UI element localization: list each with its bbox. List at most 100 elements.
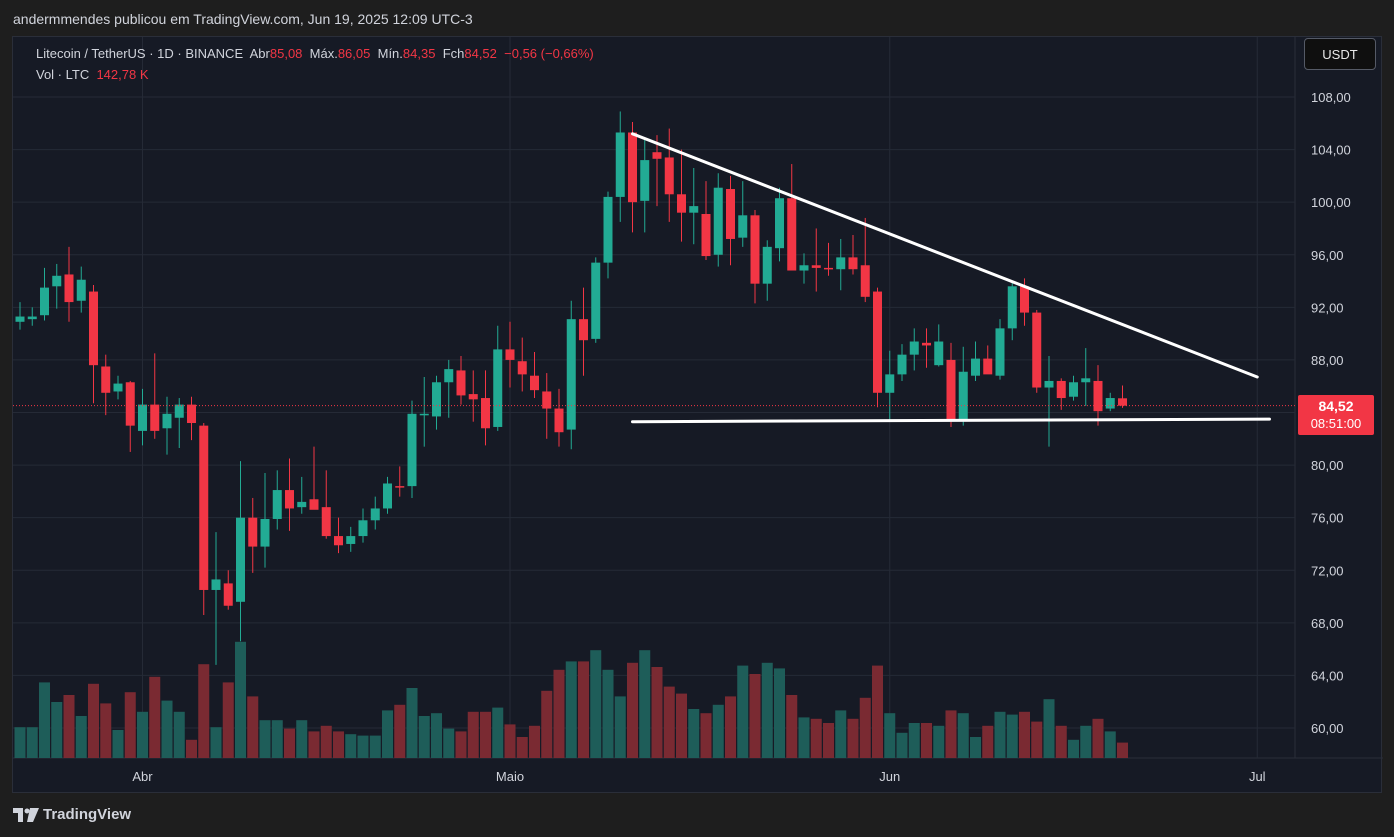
candle-body: [628, 132, 637, 203]
y-tick-label: 72,00: [1311, 563, 1344, 578]
volume-bar: [590, 650, 602, 758]
candle-body: [1069, 382, 1078, 397]
volume-bar: [100, 703, 112, 758]
volume-bar: [921, 723, 932, 758]
tradingview-logo[interactable]: TradingView: [13, 806, 131, 823]
candle-body: [848, 257, 858, 270]
volume-bar: [284, 728, 295, 758]
volume-bar: [259, 720, 271, 758]
x-tick-label: Jun: [879, 769, 900, 784]
y-tick-label: 108,00: [1311, 90, 1351, 105]
candle-body: [579, 319, 588, 341]
chart-panel[interactable]: 108,00104,00100,0096,0092,0088,0084,0080…: [12, 36, 1383, 794]
candle-body: [40, 287, 49, 316]
volume-bar: [75, 716, 87, 758]
volume-bar: [271, 720, 283, 758]
candle-body: [689, 206, 699, 213]
candle-body: [885, 374, 895, 393]
candle-body: [505, 349, 515, 360]
volume-bar: [725, 696, 736, 758]
volume-bar: [161, 700, 173, 758]
volume-bar: [1006, 714, 1018, 758]
candle-body: [358, 520, 368, 537]
candle-body: [652, 152, 662, 159]
symbol-legend: Litecoin / TetherUS · 1D · BINANCE Abr85…: [36, 46, 594, 61]
candle-body: [444, 369, 454, 383]
candle-body: [897, 354, 907, 375]
x-tick-label: Maio: [496, 769, 524, 784]
currency-button[interactable]: USDT: [1304, 38, 1376, 70]
candle-body: [493, 349, 503, 427]
volume-bar: [1104, 731, 1116, 758]
brand-name: TradingView: [43, 806, 132, 823]
symbol-name[interactable]: Litecoin / TetherUS · 1D · BINANCE: [36, 46, 244, 61]
volume-bar: [578, 661, 589, 758]
candle-body: [811, 265, 821, 268]
candle-body: [52, 275, 62, 287]
volume-bar: [357, 735, 369, 758]
volume-bar: [88, 683, 99, 758]
volume-bar: [1080, 725, 1092, 758]
candle-body: [370, 508, 380, 521]
volume-bar: [418, 716, 430, 758]
candle-body: [946, 359, 956, 421]
volume-bar: [320, 725, 332, 758]
volume-bar: [149, 676, 161, 758]
candle-body: [1093, 380, 1103, 412]
last-price-tag: 84,52 08:51:00: [1298, 395, 1374, 435]
candle-body: [138, 404, 147, 431]
volume-bar: [639, 650, 651, 758]
volume-bar: [173, 711, 185, 758]
candle-body: [922, 342, 931, 346]
volume-bar: [688, 709, 700, 758]
volume-bar: [210, 727, 222, 758]
volume-bar: [749, 674, 761, 758]
candle-body: [89, 291, 98, 366]
volume-bar: [884, 713, 896, 758]
trendline: [631, 132, 1259, 379]
candle-body: [481, 398, 490, 429]
candle-body: [542, 391, 552, 409]
candlestick-chart[interactable]: 108,00104,00100,0096,0092,0088,0084,0080…: [13, 37, 1383, 794]
volume-bar: [516, 737, 528, 758]
volume-bar: [933, 725, 945, 758]
candle-body: [603, 196, 613, 263]
volume-bar: [63, 695, 75, 758]
trendline: [631, 417, 1271, 424]
volume-bar: [198, 664, 210, 758]
candle-body: [223, 583, 233, 606]
volume-bar: [443, 728, 455, 758]
volume-bar: [431, 713, 442, 758]
y-tick-label: 92,00: [1311, 300, 1344, 315]
candle-body: [407, 413, 417, 487]
open-value: 85,08: [269, 46, 303, 61]
volume-bar: [896, 732, 908, 758]
candle-body: [1056, 380, 1066, 399]
candle-body: [383, 483, 392, 509]
y-tick-label: 60,00: [1311, 721, 1344, 736]
candle-body: [309, 499, 319, 510]
candle-body: [1105, 398, 1115, 409]
volume-label[interactable]: Vol · LTC: [36, 67, 90, 82]
volume-bar: [859, 697, 871, 758]
candle-body: [285, 490, 294, 509]
volume-bar: [382, 710, 393, 758]
candle-body: [726, 189, 735, 239]
bar-countdown: 08:51:00: [1310, 416, 1362, 431]
candle-body: [297, 501, 307, 508]
volume-legend: Vol · LTC 142,78 K: [36, 67, 149, 82]
tradingview-icon: [13, 807, 39, 822]
candle-body: [750, 215, 760, 284]
volume-bar: [333, 731, 344, 758]
volume-bar: [1043, 699, 1055, 758]
y-tick-label: 80,00: [1311, 458, 1344, 473]
volume-bar: [112, 730, 124, 758]
volume-bar: [553, 669, 565, 758]
candle-body: [664, 157, 674, 195]
volume-bar: [945, 710, 957, 758]
volume-bar: [235, 641, 246, 758]
high-value: 86,05: [337, 46, 371, 61]
candle-body: [199, 425, 209, 590]
volume-bar: [565, 661, 577, 758]
volume-bar: [39, 682, 50, 758]
